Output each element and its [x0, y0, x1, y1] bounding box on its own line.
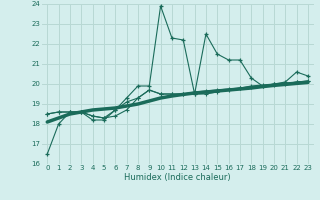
X-axis label: Humidex (Indice chaleur): Humidex (Indice chaleur): [124, 173, 231, 182]
